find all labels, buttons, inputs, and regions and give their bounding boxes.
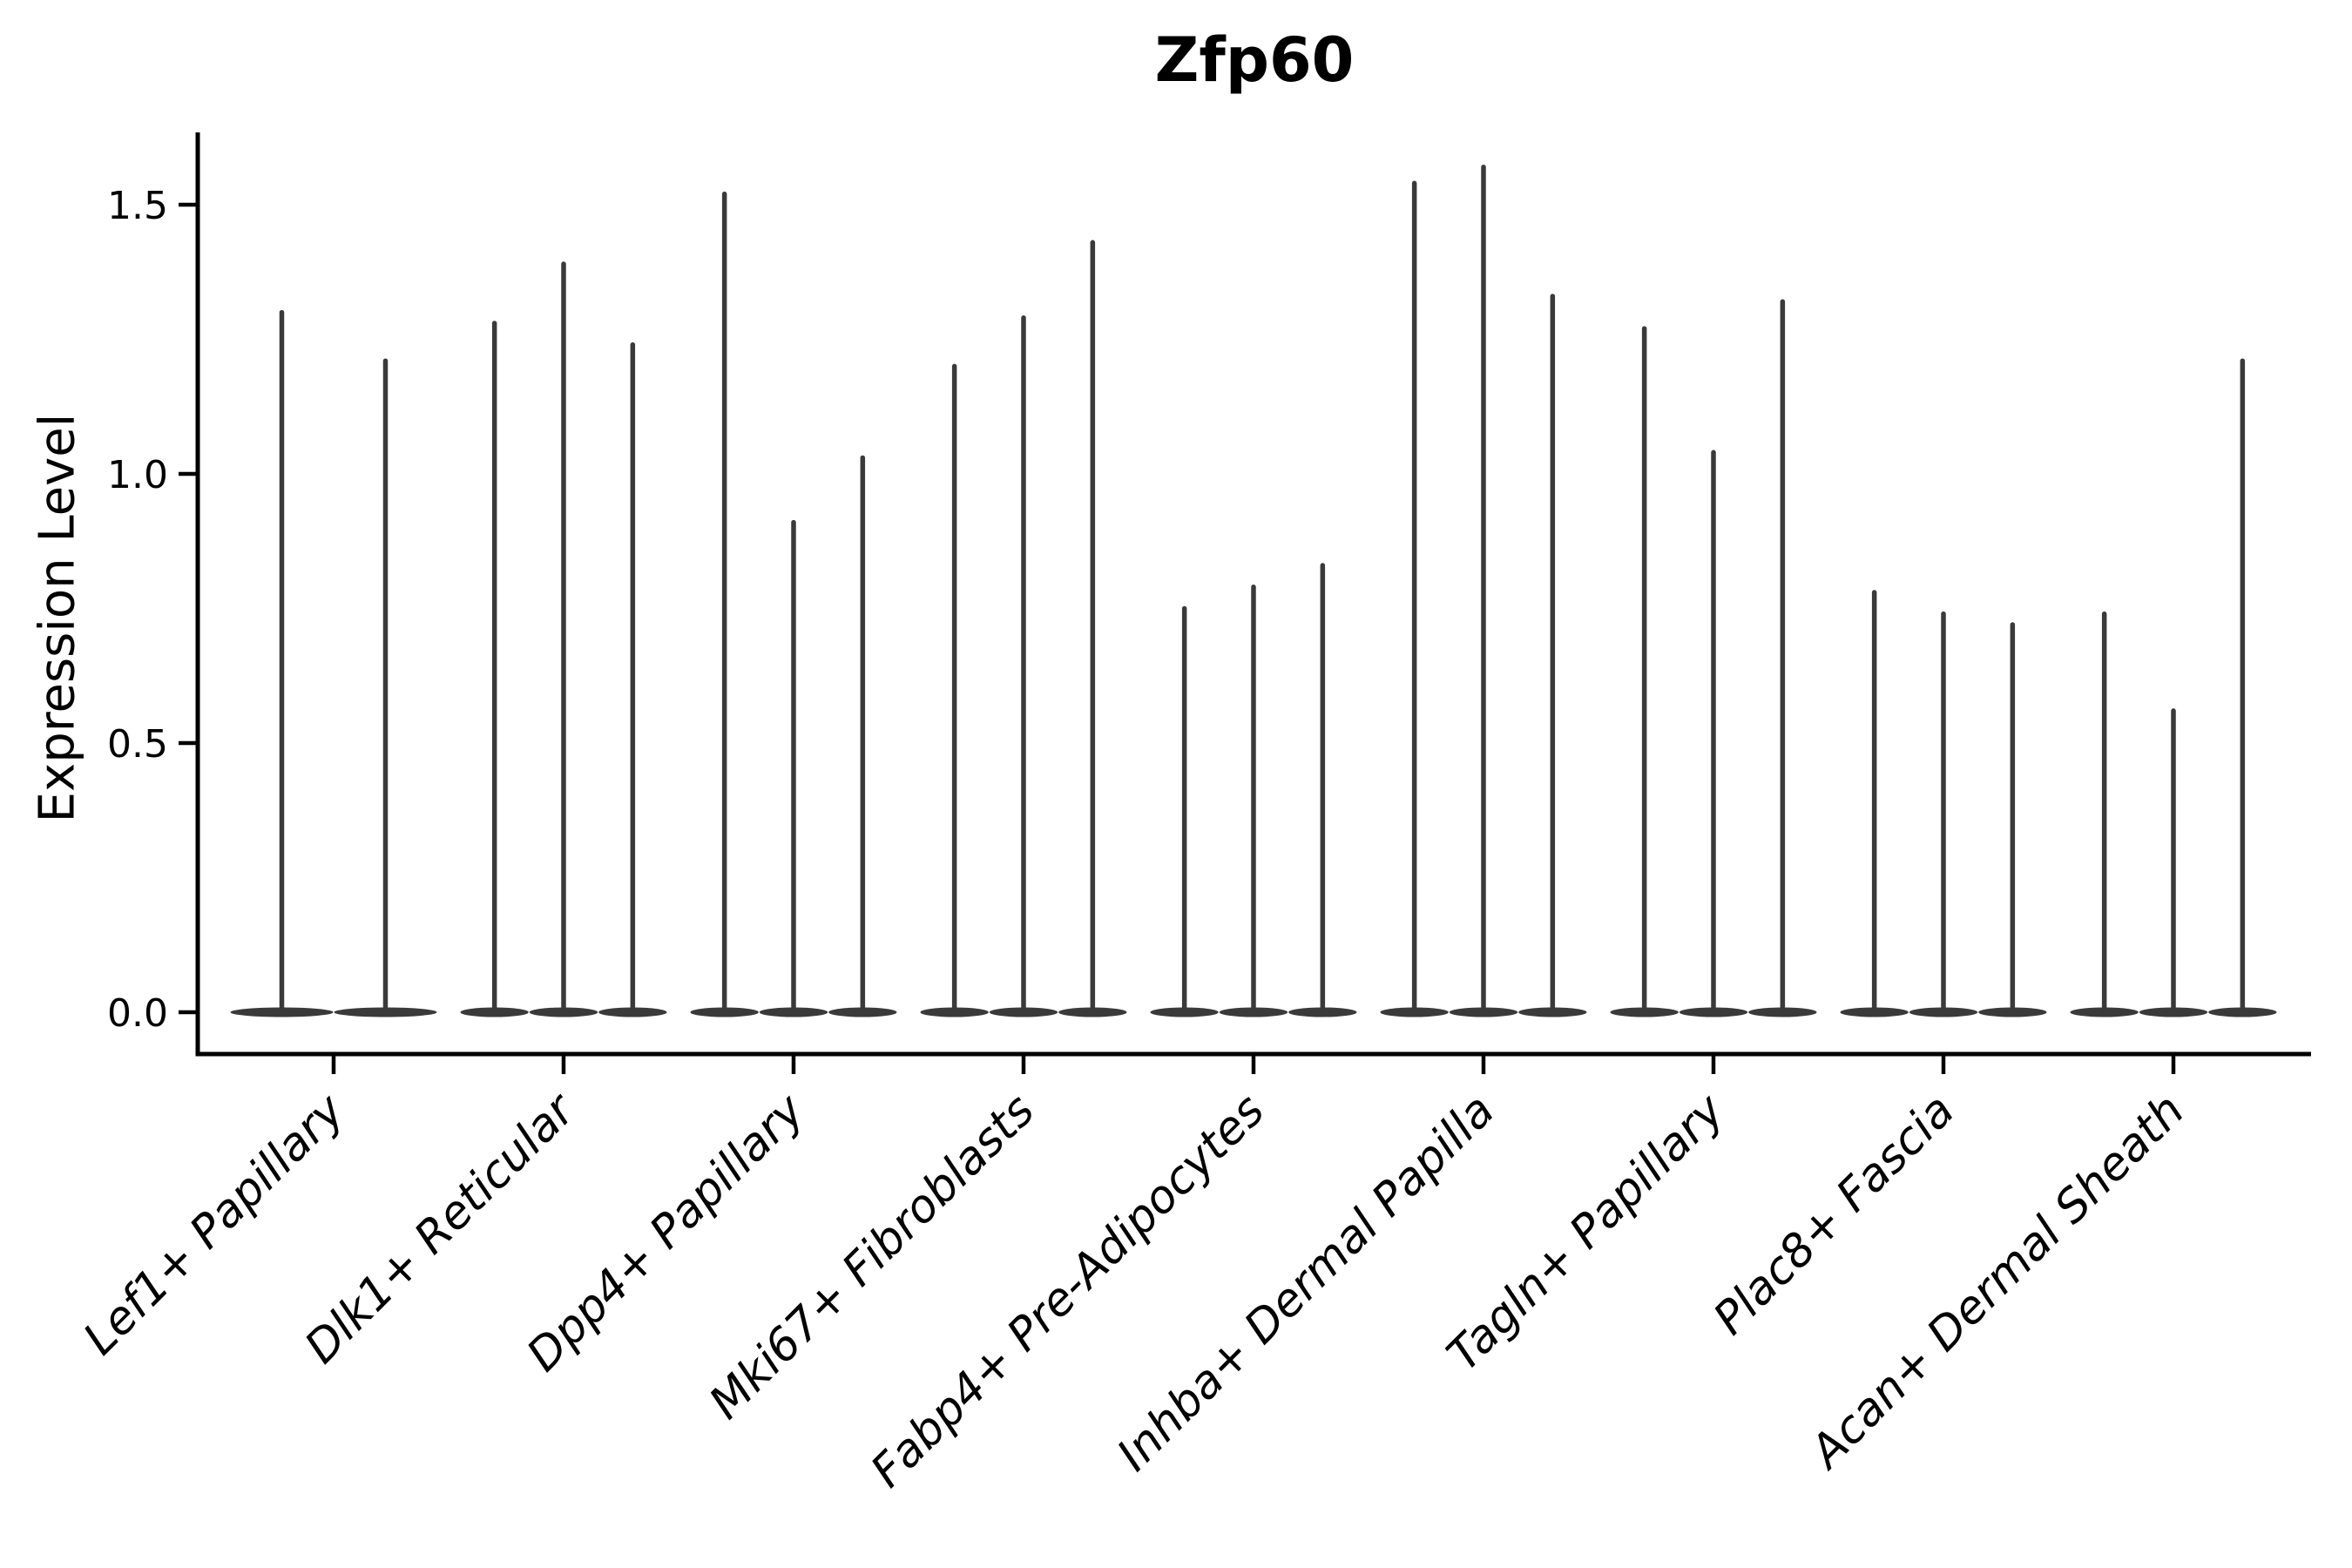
violin-base xyxy=(1978,1007,2047,1017)
violin-base xyxy=(460,1007,529,1017)
violin-base xyxy=(920,1007,989,1017)
violin-base xyxy=(1219,1007,1288,1017)
violin-base xyxy=(529,1007,598,1017)
y-tick-label: 0.5 xyxy=(107,722,168,767)
violin-base xyxy=(598,1007,667,1017)
violin-base xyxy=(1058,1007,1127,1017)
y-axis-label: Expression Level xyxy=(29,413,86,823)
x-tick-label: Acan+ Dermal Sheath xyxy=(1799,1085,2194,1480)
violin-base xyxy=(690,1007,759,1017)
x-tick-label: Fabp4+ Pre-Adipocytes xyxy=(862,1085,1275,1498)
violin-base xyxy=(1288,1007,1357,1017)
y-tick-label: 0.0 xyxy=(107,991,168,1036)
violin-base xyxy=(828,1007,897,1017)
violin-base xyxy=(2070,1007,2139,1017)
violin-base xyxy=(1150,1007,1219,1017)
x-tick-label: Plac8+ Fascia xyxy=(1704,1085,1964,1345)
violin-base xyxy=(230,1007,334,1017)
chart-title: Zfp60 xyxy=(1154,24,1355,96)
violin-base xyxy=(1380,1007,1449,1017)
violin-base xyxy=(1909,1007,1978,1017)
violin-base xyxy=(759,1007,828,1017)
y-tick-label: 1.5 xyxy=(107,184,168,228)
y-tick-label: 1.0 xyxy=(107,453,168,497)
x-tick-label: Inhba+ Dermal Papilla xyxy=(1107,1085,1504,1482)
violin-base xyxy=(1610,1007,1679,1017)
violin-base xyxy=(2208,1007,2277,1017)
violin-base xyxy=(989,1007,1058,1017)
violin-base xyxy=(1679,1007,1748,1017)
violin-base xyxy=(2139,1007,2208,1017)
violin-base xyxy=(1449,1007,1518,1017)
violin-base xyxy=(334,1007,437,1017)
violin-base xyxy=(1748,1007,1817,1017)
violin-base xyxy=(1840,1007,1909,1017)
violin-base xyxy=(1518,1007,1587,1017)
